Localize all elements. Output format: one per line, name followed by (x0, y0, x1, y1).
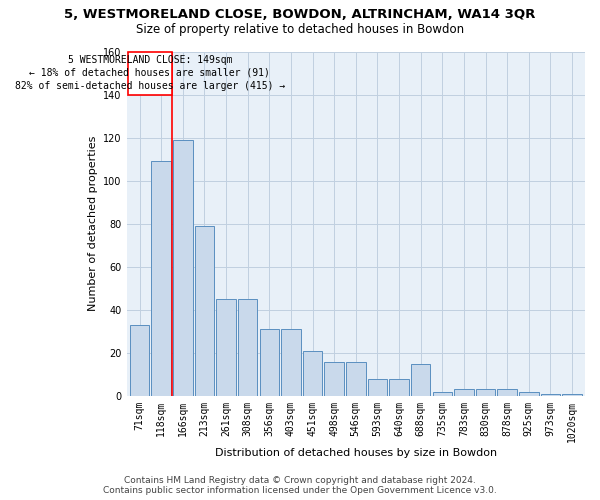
Y-axis label: Number of detached properties: Number of detached properties (88, 136, 98, 312)
Bar (519, 392, 539, 396)
Bar (368, 378, 387, 396)
Bar (433, 392, 452, 396)
Bar (562, 394, 582, 396)
Bar (303, 350, 322, 396)
Bar (497, 390, 517, 396)
Text: ← 18% of detached houses are smaller (91): ← 18% of detached houses are smaller (91… (29, 68, 270, 78)
Text: 82% of semi-detached houses are larger (415) →: 82% of semi-detached houses are larger (… (14, 81, 285, 91)
Bar (325, 362, 344, 396)
Text: 5 WESTMORELAND CLOSE: 149sqm: 5 WESTMORELAND CLOSE: 149sqm (68, 54, 232, 64)
Bar (454, 390, 473, 396)
Text: 5, WESTMORELAND CLOSE, BOWDON, ALTRINCHAM, WA14 3QR: 5, WESTMORELAND CLOSE, BOWDON, ALTRINCHA… (64, 8, 536, 20)
Text: Size of property relative to detached houses in Bowdon: Size of property relative to detached ho… (136, 22, 464, 36)
Text: Contains HM Land Registry data © Crown copyright and database right 2024.
Contai: Contains HM Land Registry data © Crown c… (103, 476, 497, 495)
Bar (476, 390, 495, 396)
Bar (346, 362, 365, 396)
Bar (194, 226, 214, 396)
Bar (260, 329, 279, 396)
Bar (130, 325, 149, 396)
FancyBboxPatch shape (128, 52, 172, 94)
Bar (411, 364, 430, 396)
Bar (281, 329, 301, 396)
Bar (238, 299, 257, 396)
Bar (151, 162, 171, 396)
Bar (389, 378, 409, 396)
Bar (173, 140, 193, 396)
Bar (541, 394, 560, 396)
Bar (216, 299, 236, 396)
X-axis label: Distribution of detached houses by size in Bowdon: Distribution of detached houses by size … (215, 448, 497, 458)
